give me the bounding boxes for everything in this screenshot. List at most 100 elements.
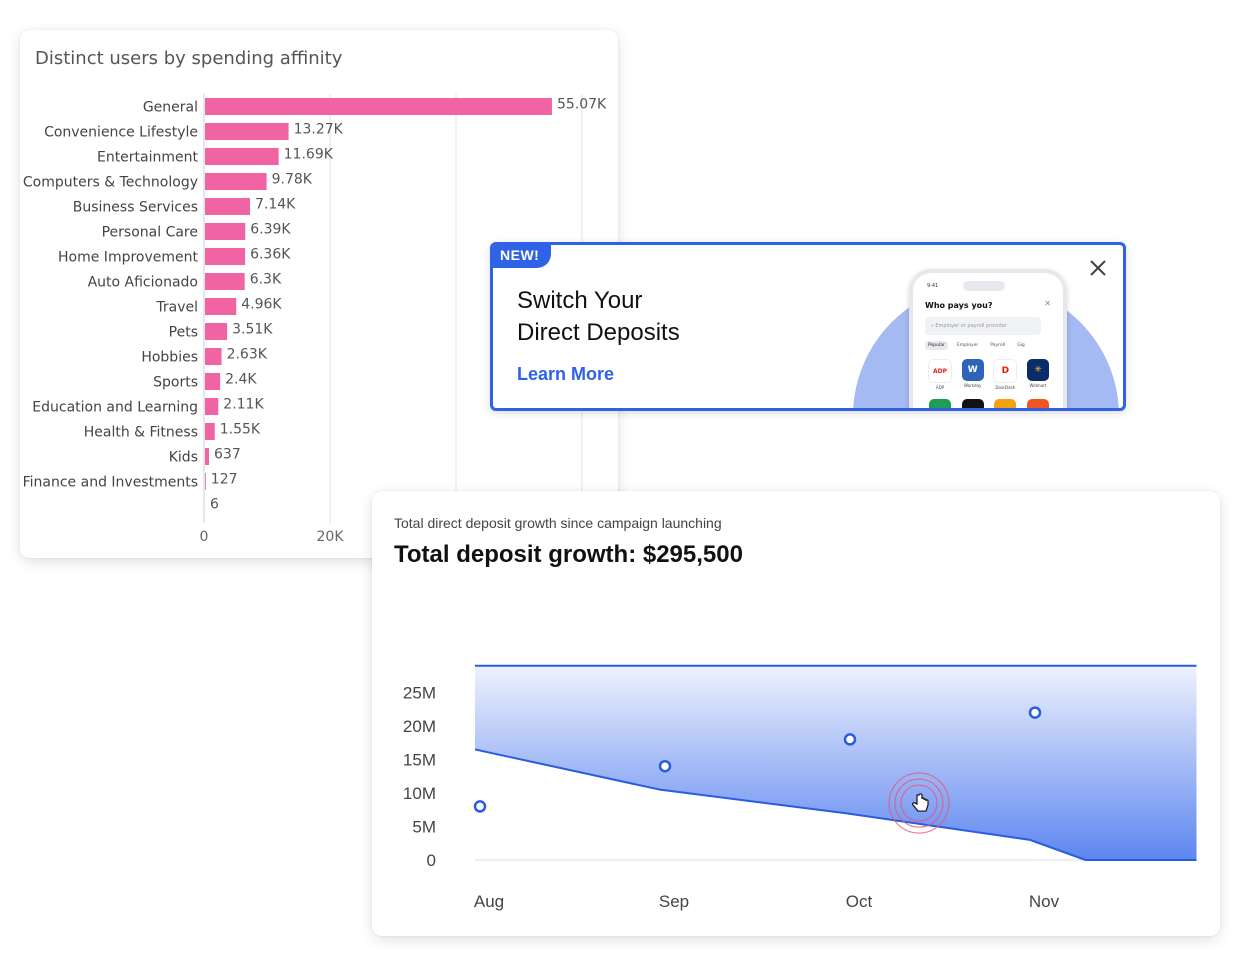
phone-app-adp-icon: ADP bbox=[928, 359, 952, 383]
phone-notch bbox=[963, 281, 1005, 291]
data-point bbox=[1028, 706, 1042, 719]
category-label: Finance and Investments bbox=[23, 475, 198, 491]
phone-app-workday-icon: W bbox=[961, 359, 984, 381]
category-label: Personal Care bbox=[102, 225, 198, 241]
bar bbox=[205, 398, 219, 415]
data-label: 2.63K bbox=[227, 347, 268, 363]
new-badge: NEW! bbox=[493, 245, 552, 268]
bar-chart: 0 20K General 55.07K Convenience Lifestyle 13… bbox=[23, 94, 607, 545]
bar bbox=[205, 473, 206, 490]
phone-tabs: Popular Employer Payroll Gig bbox=[925, 341, 1051, 350]
category-label: Education and Learning bbox=[32, 400, 198, 416]
data-label: 1.55K bbox=[220, 422, 261, 438]
bar bbox=[205, 223, 246, 240]
data-point bbox=[473, 800, 487, 813]
category-label: Auto Aficionado bbox=[88, 275, 198, 291]
data-label: 6.36K bbox=[250, 247, 291, 263]
data-label: 11.69K bbox=[284, 147, 334, 163]
category-label: Entertainment bbox=[97, 150, 199, 166]
phone-app-icon bbox=[929, 399, 951, 408]
phone-search-input: ⌕ Employer or payroll provider bbox=[925, 317, 1041, 335]
line-chart: 25M 20M 15M 10M 5M 0 Aug Sep Oct Nov bbox=[403, 664, 1197, 911]
x-tick-label: 0 bbox=[200, 529, 209, 545]
category-label: Health & Fitness bbox=[84, 425, 198, 441]
phone-app-adp: ADP ADP bbox=[927, 359, 953, 390]
hand-cursor-icon bbox=[912, 793, 929, 812]
bar-chart-title: Distinct users by spending affinity bbox=[35, 48, 343, 69]
data-label: 6.3K bbox=[250, 272, 282, 288]
data-point bbox=[843, 733, 857, 746]
category-label: General bbox=[143, 100, 198, 116]
y-tick-label: 20M bbox=[403, 717, 436, 736]
y-tick-label: 10M bbox=[403, 784, 436, 803]
click-ripple bbox=[888, 772, 950, 834]
phone-search-placeholder: Employer or payroll provider bbox=[935, 323, 1007, 329]
line-chart-title: Total deposit growth: $295,500 bbox=[394, 541, 743, 568]
data-point bbox=[658, 759, 672, 773]
bar bbox=[205, 148, 279, 165]
phone-app-workday: W Workday bbox=[960, 359, 986, 390]
data-label: 3.51K bbox=[232, 322, 273, 338]
phone-app-grid: ADP ADP W Workday D DoorDash ✳ Walmart bbox=[927, 359, 1051, 390]
promo-banner: 9:41 Who pays you? ✕ ⌕ Employer or payro… bbox=[490, 242, 1126, 411]
phone-app-label: ADP bbox=[935, 385, 945, 390]
phone-tab-payroll: Payroll bbox=[990, 343, 1006, 348]
y-tick-label: 5M bbox=[412, 818, 436, 837]
click-ripple bbox=[894, 778, 944, 828]
data-label: 2.4K bbox=[225, 372, 257, 388]
x-tick-label: Aug bbox=[474, 892, 504, 911]
data-label: 637 bbox=[214, 447, 241, 463]
y-tick-label: 25M bbox=[403, 684, 436, 703]
bar bbox=[205, 98, 552, 115]
phone-app-icon bbox=[994, 399, 1017, 408]
learn-more-link[interactable]: Learn More bbox=[517, 364, 615, 384]
data-label: 127 bbox=[211, 472, 238, 488]
y-tick-label: 15M bbox=[403, 751, 436, 770]
category-label: Sports bbox=[153, 375, 198, 391]
category-label: Convenience Lifestyle bbox=[44, 125, 198, 141]
promo-title: Switch Your Direct Deposits bbox=[517, 285, 777, 349]
promo-title-line2: Direct Deposits bbox=[517, 319, 680, 346]
data-label: 2.11K bbox=[223, 397, 264, 413]
phone-status-time: 9:41 bbox=[927, 283, 939, 289]
data-label: 13.27K bbox=[294, 122, 344, 138]
x-tick-label: Nov bbox=[1029, 892, 1060, 911]
bar bbox=[205, 123, 289, 140]
deposit-growth-card: Total direct deposit growth since campai… bbox=[372, 491, 1220, 936]
bar bbox=[205, 423, 215, 440]
area-fill bbox=[475, 665, 1197, 860]
category-label: Travel bbox=[155, 300, 198, 316]
data-label: 6 bbox=[210, 497, 219, 513]
bar bbox=[205, 173, 267, 190]
phone-question: Who pays you? bbox=[925, 301, 993, 310]
category-label: Home Improvement bbox=[58, 250, 198, 266]
phone-app-label: Workday bbox=[963, 383, 982, 388]
data-label: 7.14K bbox=[255, 197, 296, 213]
phone-close-icon: ✕ bbox=[1044, 299, 1051, 308]
phone-app-label: Walmart bbox=[1029, 383, 1047, 388]
bar bbox=[205, 348, 222, 365]
category-label: Computers & Technology bbox=[23, 175, 198, 191]
data-label: 4.96K bbox=[241, 297, 282, 313]
bar bbox=[205, 248, 246, 265]
close-icon[interactable] bbox=[1087, 257, 1109, 279]
phone-app-doordash: D DoorDash bbox=[992, 359, 1018, 390]
phone-app-icon bbox=[1026, 399, 1049, 408]
bar bbox=[205, 323, 228, 340]
phone-tab-employer: Employer bbox=[956, 343, 979, 348]
category-label: Pets bbox=[169, 325, 198, 341]
bar bbox=[205, 298, 237, 315]
data-label: 6.39K bbox=[250, 222, 291, 238]
phone-app-label: DoorDash bbox=[995, 385, 1016, 390]
x-tick-label: Sep bbox=[659, 892, 689, 911]
bar bbox=[205, 198, 250, 215]
category-label: Business Services bbox=[73, 200, 198, 216]
phone-tab-popular: Popular bbox=[925, 341, 948, 350]
x-tick-label: 20K bbox=[317, 529, 345, 545]
promo-title-line1: Switch Your bbox=[517, 287, 643, 314]
bar bbox=[205, 273, 245, 290]
bar bbox=[205, 448, 210, 465]
data-label: 9.78K bbox=[272, 172, 313, 188]
phone-app-walmart: ✳ Walmart bbox=[1025, 359, 1051, 390]
phone-app-grid-row2 bbox=[927, 399, 1051, 408]
